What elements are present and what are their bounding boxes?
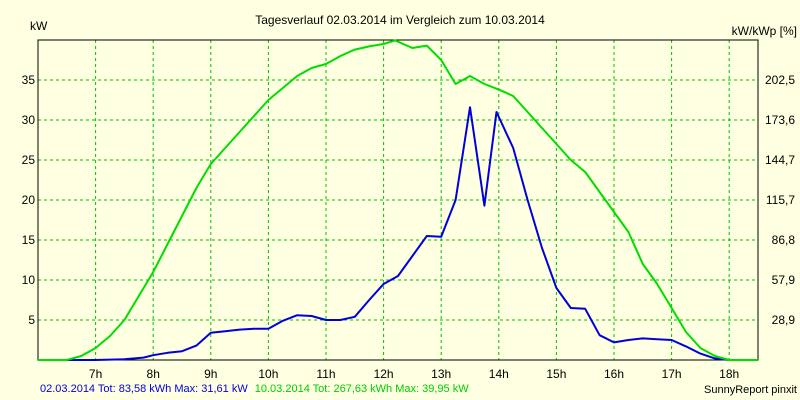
y-tick-label-right-5: 173,6 xyxy=(765,113,795,127)
y-tick-labels-right: 28,9 57,9 86,8 115,7 144,7 173,6 202,5 xyxy=(765,73,795,327)
legend-series-1: 02.03.2014 Tot: 83,58 kWh Max: 31,61 kW xyxy=(40,383,248,395)
x-tick-label-10: 17h xyxy=(662,367,682,381)
y-tick-label-left-2: 15 xyxy=(22,233,36,247)
y-tick-label-left-1: 10 xyxy=(22,273,36,287)
y-tick-label-right-3: 115,7 xyxy=(766,193,795,207)
x-tick-label-4: 11h xyxy=(316,367,335,381)
x-tick-label-3: 10h xyxy=(258,367,278,381)
y-tick-label-left-5: 30 xyxy=(22,113,36,127)
grid xyxy=(38,40,758,360)
y-tick-labels-left: 5 10 15 20 25 30 35 xyxy=(22,73,36,327)
x-tick-label-9: 16h xyxy=(604,367,624,381)
series-lines xyxy=(38,39,758,361)
plot-area-border xyxy=(37,39,759,361)
x-tick-labels: 7h 8h 9h 10h 11h 12h 13h 14h 15h 16h 17h 18h xyxy=(89,367,739,381)
y-tick-label-left-6: 35 xyxy=(22,73,36,87)
y-tick-label-right-1: 57,9 xyxy=(772,273,796,287)
y-tick-label-right-2: 86,8 xyxy=(772,233,796,247)
y-axis-label-left: kW xyxy=(30,19,48,33)
y-tick-label-right-0: 28,9 xyxy=(772,313,796,327)
x-tick-label-0: 7h xyxy=(89,367,102,381)
x-tick-label-2: 9h xyxy=(204,367,217,381)
y-tick-label-right-4: 144,7 xyxy=(765,153,795,167)
x-tick-label-5: 12h xyxy=(374,367,394,381)
x-tick-label-11: 18h xyxy=(719,367,739,381)
legend-summary: 02.03.2014 Tot: 83,58 kWh Max: 31,61 kW … xyxy=(40,383,469,395)
y-tick-label-left-4: 25 xyxy=(22,153,36,167)
x-tick-label-7: 14h xyxy=(489,367,509,381)
chart-title: Tagesverlauf 02.03.2014 im Vergleich zum… xyxy=(255,13,545,27)
x-tick-label-8: 15h xyxy=(546,367,566,381)
y-tick-label-right-6: 202,5 xyxy=(765,73,795,87)
credit-text: SunnyReport pinxit xyxy=(704,384,797,396)
y-axis-label-right: kW/kWp [%] xyxy=(732,24,797,38)
y-tick-label-left-3: 20 xyxy=(22,193,36,207)
series-line-2 xyxy=(38,39,758,361)
legend-series-2: 10.03.2014 Tot: 267,63 kWh Max: 39,95 kW xyxy=(255,383,469,395)
series-line-1 xyxy=(38,106,758,361)
y-tick-label-left-0: 5 xyxy=(28,313,35,327)
x-tick-label-6: 13h xyxy=(431,367,451,381)
x-tick-label-1: 8h xyxy=(147,367,160,381)
